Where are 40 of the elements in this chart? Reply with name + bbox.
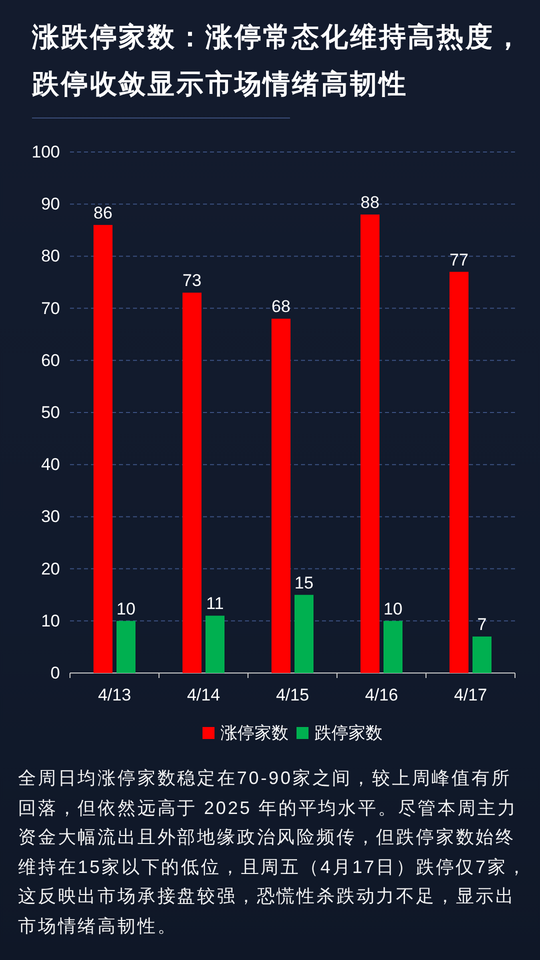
y-tick-label: 10 bbox=[41, 611, 60, 630]
bar bbox=[450, 272, 468, 673]
bar bbox=[360, 214, 380, 673]
data-label: 7 bbox=[477, 615, 487, 634]
data-label: 10 bbox=[116, 599, 136, 618]
data-label: 73 bbox=[182, 271, 202, 290]
data-label: 86 bbox=[94, 203, 112, 222]
y-tick-label: 0 bbox=[50, 664, 60, 682]
y-tick-label: 100 bbox=[32, 142, 60, 162]
bar bbox=[472, 636, 492, 673]
data-label: 68 bbox=[272, 297, 290, 316]
bar bbox=[272, 318, 290, 673]
data-label: 11 bbox=[206, 594, 224, 614]
bar bbox=[116, 620, 136, 673]
data-label: 10 bbox=[384, 599, 402, 618]
bar bbox=[94, 224, 112, 673]
bar bbox=[294, 594, 314, 673]
y-tick-label: 70 bbox=[41, 298, 60, 318]
x-tick-label: 4/13 bbox=[98, 686, 132, 704]
x-tick-label: 4/14 bbox=[186, 686, 220, 704]
y-tick-label: 50 bbox=[41, 403, 60, 422]
data-label: 88 bbox=[360, 193, 380, 212]
y-tick-label: 90 bbox=[41, 194, 60, 214]
legend-label: 跌停家数 bbox=[314, 724, 382, 742]
y-tick-label: 80 bbox=[41, 246, 60, 266]
y-tick-label: 60 bbox=[41, 350, 60, 370]
x-tick-label: 4/15 bbox=[276, 686, 310, 704]
x-tick-label: 4/16 bbox=[364, 686, 398, 704]
bar bbox=[384, 620, 402, 673]
y-tick-label: 20 bbox=[41, 559, 60, 578]
bar bbox=[206, 616, 224, 673]
legend-label: 涨停家数 bbox=[220, 724, 288, 742]
data-label: 15 bbox=[294, 573, 314, 592]
bar bbox=[182, 292, 202, 673]
chart-title: 涨跌停家数：涨停常态化维持高热度，跌停收敛显示市场情绪高韧性 bbox=[32, 21, 524, 101]
y-tick-label: 40 bbox=[41, 455, 60, 474]
data-label: 77 bbox=[450, 250, 468, 270]
y-tick-label: 30 bbox=[41, 507, 60, 526]
x-tick-label: 4/17 bbox=[454, 686, 488, 704]
text: 全周日均涨停家数稳定在70-90家之间，较上周峰值有所回落，但依然远高于 2025 年的平均水平。尽管本周主力资金大幅流出且外部地缘政治风险频传，但跌停家数始终维持在15家以下的低位，且周五（4月17日）跌停仅7家，这反映出市场承接盘较强，恐慌性杀跌动力不足，显示出市场情绪高韧性。 bbox=[18, 767, 528, 938]
